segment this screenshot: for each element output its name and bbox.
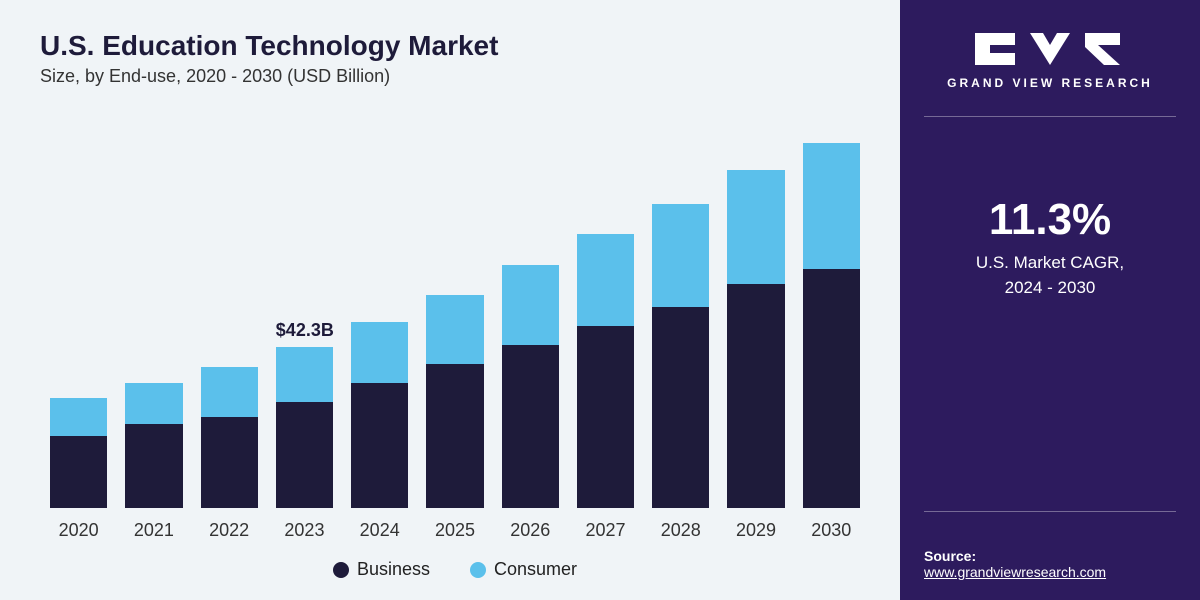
x-axis-label: 2026 (510, 520, 550, 541)
bar-group: 2028 (652, 204, 709, 541)
bar-stack (727, 170, 784, 508)
plot-area: 202020212022$42.3B2023202420252026202720… (40, 107, 870, 551)
bar-segment-business (577, 326, 634, 508)
bar-stack (803, 143, 860, 508)
bar-segment-business (652, 307, 709, 508)
legend-item-consumer: Consumer (470, 559, 577, 580)
bar-group: $42.3B2023 (276, 347, 333, 541)
bar-callout: $42.3B (276, 320, 334, 341)
bar-group: 2026 (502, 265, 559, 541)
bar-stack (351, 322, 408, 508)
source-label: Source: (924, 548, 1106, 564)
bar-group: 2030 (803, 143, 860, 541)
divider (924, 511, 1176, 512)
bar-segment-consumer (502, 265, 559, 345)
source-url: www.grandviewresearch.com (924, 564, 1106, 580)
brand-name: GRAND VIEW RESEARCH (947, 76, 1153, 90)
bar-group: 2021 (125, 383, 182, 541)
legend-swatch-consumer (470, 562, 486, 578)
bar-segment-consumer (201, 367, 258, 416)
bar-segment-consumer (125, 383, 182, 425)
chart-subtitle: Size, by End-use, 2020 - 2030 (USD Billi… (40, 66, 870, 87)
legend-label: Business (357, 559, 430, 580)
stat-block: 11.3% U.S. Market CAGR, 2024 - 2030 (976, 195, 1124, 300)
bar-stack (276, 347, 333, 508)
bar-segment-consumer (426, 295, 483, 363)
bar-stack (426, 295, 483, 508)
bar-group: 2020 (50, 398, 107, 541)
bar-segment-consumer (727, 170, 784, 284)
bar-group: 2027 (577, 234, 634, 541)
bar-segment-consumer (351, 322, 408, 383)
bar-segment-business (50, 436, 107, 508)
cagr-value: 11.3% (976, 195, 1124, 245)
x-axis-label: 2021 (134, 520, 174, 541)
brand-logo: GRAND VIEW RESEARCH (947, 28, 1153, 90)
bar-segment-consumer (50, 398, 107, 436)
bar-segment-business (803, 269, 860, 508)
bar-segment-business (201, 417, 258, 508)
bar-segment-consumer (652, 204, 709, 307)
bar-segment-business (727, 284, 784, 508)
bar-stack (577, 234, 634, 508)
legend: Business Consumer (40, 559, 870, 580)
chart-panel: U.S. Education Technology Market Size, b… (0, 0, 900, 600)
x-axis-label: 2023 (284, 520, 324, 541)
bar-stack (502, 265, 559, 508)
bar-group: 2024 (351, 322, 408, 541)
bar-stack (125, 383, 182, 508)
bar-stack (652, 204, 709, 508)
bar-segment-business (125, 424, 182, 508)
x-axis-label: 2030 (811, 520, 851, 541)
bar-segment-consumer (803, 143, 860, 268)
bar-group: 2025 (426, 295, 483, 541)
x-axis-label: 2024 (360, 520, 400, 541)
x-axis-label: 2027 (585, 520, 625, 541)
bar-stack (50, 398, 107, 508)
x-axis-label: 2020 (59, 520, 99, 541)
cagr-label: U.S. Market CAGR, 2024 - 2030 (976, 251, 1124, 300)
bar-group: 2029 (727, 170, 784, 541)
bar-segment-consumer (276, 347, 333, 401)
bar-segment-business (426, 364, 483, 508)
bar-segment-business (351, 383, 408, 508)
legend-swatch-business (333, 562, 349, 578)
bar-group: 2022 (201, 367, 258, 541)
source-block: Source: www.grandviewresearch.com (924, 548, 1106, 580)
bar-stack (201, 367, 258, 508)
brand-logo-icon (970, 28, 1130, 68)
x-axis-label: 2029 (736, 520, 776, 541)
legend-label: Consumer (494, 559, 577, 580)
x-axis-label: 2025 (435, 520, 475, 541)
legend-item-business: Business (333, 559, 430, 580)
x-axis-label: 2022 (209, 520, 249, 541)
side-panel: GRAND VIEW RESEARCH 11.3% U.S. Market CA… (900, 0, 1200, 600)
chart-title: U.S. Education Technology Market (40, 30, 870, 62)
bar-segment-consumer (577, 234, 634, 325)
bar-segment-business (276, 402, 333, 508)
bar-segment-business (502, 345, 559, 508)
divider (924, 116, 1176, 117)
x-axis-label: 2028 (661, 520, 701, 541)
